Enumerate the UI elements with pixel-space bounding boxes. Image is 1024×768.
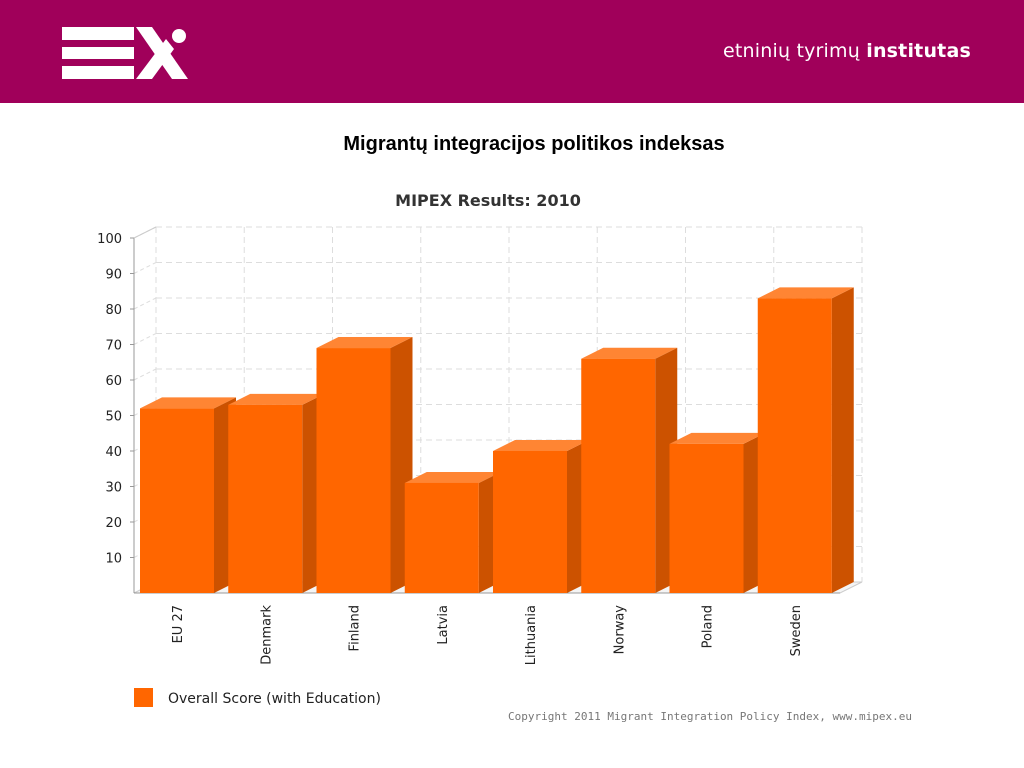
institute-name-regular: etninių tyrimų	[722, 40, 867, 62]
bar	[669, 443, 744, 593]
bar-top	[669, 432, 766, 444]
bar	[316, 348, 391, 593]
bar-top	[228, 393, 325, 405]
header-banner: etninių tyrimų institutas	[0, 0, 1024, 103]
gridline-side	[133, 262, 157, 274]
bar	[140, 408, 214, 593]
category-label: Latvia	[436, 605, 451, 645]
y-tick-label: 90	[105, 268, 122, 283]
y-axis-top	[133, 226, 157, 239]
bar-top	[404, 471, 501, 483]
legend-swatch	[134, 688, 153, 707]
category-label: Denmark	[259, 605, 274, 665]
bar	[581, 358, 656, 593]
y-tick-label: 40	[105, 445, 122, 460]
y-tick-label: 20	[105, 516, 122, 531]
y-tick-label: 50	[105, 410, 122, 425]
bar-chart: MIPEX Results: 2010102030405060708090100…	[97, 191, 912, 723]
ev-logo	[62, 27, 188, 79]
bar-top	[757, 287, 854, 299]
category-label: Sweden	[789, 605, 804, 656]
y-tick-label: 80	[105, 303, 122, 318]
institute-name-bold: institutas	[866, 40, 971, 62]
bar-side	[831, 287, 854, 593]
y-tick-label: 30	[105, 481, 122, 496]
y-tick-label: 10	[105, 552, 122, 567]
bar-top	[581, 347, 678, 359]
copyright-text: Copyright 2011 Migrant Integration Polic…	[508, 710, 912, 723]
institute-name: etninių tyrimų institutas	[723, 40, 971, 62]
category-label: Poland	[701, 605, 716, 648]
bar	[228, 404, 303, 593]
chart-title: MIPEX Results: 2010	[395, 191, 581, 210]
gridline-side	[133, 333, 157, 345]
gridline-side	[133, 297, 157, 310]
bar	[757, 298, 832, 593]
category-label: Norway	[612, 605, 627, 655]
bar-top	[140, 397, 236, 409]
bar-top	[493, 440, 589, 451]
slide-title: Migrantų integracijos politikos indeksas	[343, 133, 725, 155]
bar	[404, 482, 479, 593]
category-label: EU 27	[171, 605, 186, 643]
gridline-side	[133, 368, 157, 381]
y-tick-label: 60	[105, 374, 122, 389]
y-tick-label: 100	[97, 232, 122, 247]
category-label: Lithuania	[524, 605, 539, 665]
category-label: Finland	[348, 605, 363, 651]
y-tick-label: 70	[105, 339, 122, 354]
bar-top	[316, 337, 413, 349]
legend-label: Overall Score (with Education)	[168, 691, 381, 707]
bar	[493, 451, 567, 593]
